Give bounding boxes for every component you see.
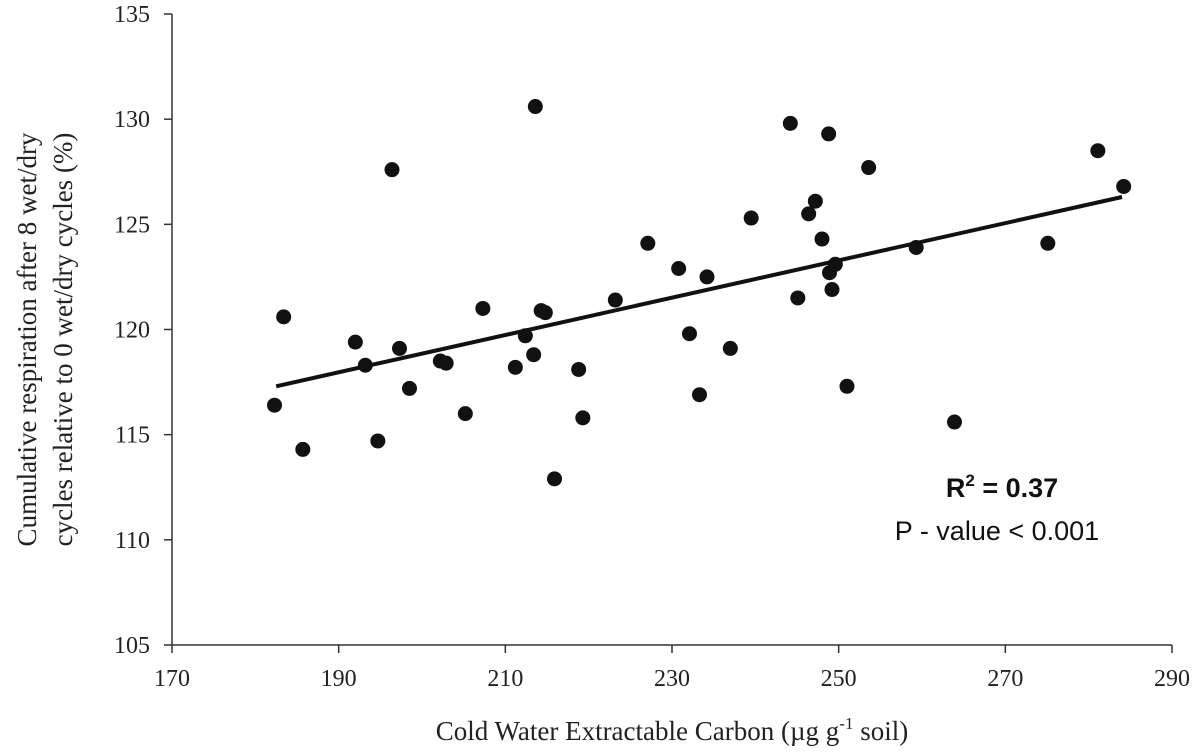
data-point [682, 326, 697, 342]
data-point [699, 269, 715, 285]
data-point [839, 378, 855, 394]
data-point [861, 160, 877, 176]
x-tick-label: 250 [821, 666, 857, 692]
data-point [507, 359, 523, 375]
y-tick-label: 135 [114, 2, 150, 28]
data-point [1090, 143, 1106, 159]
data-point [267, 397, 282, 413]
data-point [947, 414, 962, 430]
data-point [743, 210, 759, 226]
data-point [370, 433, 386, 449]
y-tick-label: 115 [115, 423, 150, 449]
data-point [782, 115, 798, 131]
trendline [275, 195, 1123, 389]
y-tick-label: 120 [114, 318, 150, 344]
x-tick-label: 290 [1154, 666, 1190, 692]
data-point [790, 290, 806, 306]
data-point [571, 361, 587, 377]
p-value-annotation: P - value < 0.001 [895, 516, 1099, 546]
y-tick-label: 130 [114, 107, 150, 133]
y-axis-title-line-2: cycles relative to 0 wet/dry cycles (%) [48, 133, 78, 547]
trendline-group [275, 195, 1123, 389]
data-point [908, 239, 924, 255]
x-axis-title-sup: -1 [839, 714, 853, 733]
r-squared-sup: 2 [965, 471, 974, 490]
x-tick-label: 170 [154, 666, 190, 692]
data-point [475, 300, 491, 316]
data-point [640, 235, 656, 251]
x-tick-label: 270 [987, 666, 1023, 692]
data-point [392, 340, 407, 356]
x-tick-label: 210 [487, 666, 523, 692]
data-point [801, 206, 817, 222]
data-point [517, 328, 533, 344]
data-points [267, 99, 1132, 487]
data-point [821, 126, 837, 142]
data-point [438, 355, 454, 371]
data-point [824, 282, 840, 298]
tick-labels: 105 110 115 120 125 130 135 170 190 210 230 250 270 2… [114, 2, 1190, 692]
y-axis-title-line-1: Cumulative respiration after 8 wet/dry [12, 132, 42, 546]
r-squared-value: = 0.37 [975, 473, 1058, 503]
data-point [807, 193, 823, 209]
data-point [295, 441, 311, 457]
y-tick-label: 105 [114, 633, 150, 659]
data-point [607, 292, 623, 308]
data-point [384, 162, 400, 178]
data-point [692, 387, 707, 403]
data-point [827, 256, 843, 272]
data-point [276, 309, 292, 325]
x-axis-title: Cold Water Extractable Carbon (µg g-1 so… [436, 714, 908, 746]
x-tick-label: 190 [321, 666, 357, 692]
data-point [1040, 235, 1056, 251]
x-axis-title-prefix: Cold Water Extractable Carbon (µg g [436, 716, 840, 746]
x-axis-title-suffix: soil) [853, 716, 908, 746]
data-point [526, 347, 542, 363]
r-squared-prefix: R [946, 473, 966, 503]
data-point [547, 471, 562, 487]
data-point [575, 410, 591, 426]
data-point [527, 99, 543, 115]
y-tick-label: 125 [114, 212, 150, 238]
r-squared-annotation: R2 = 0.37 [946, 471, 1058, 503]
data-point [671, 261, 687, 277]
x-tick-label: 230 [654, 666, 690, 692]
data-point [357, 357, 373, 373]
axes [164, 13, 1173, 653]
y-tick-label: 110 [115, 528, 150, 554]
data-point [722, 340, 738, 356]
data-point [814, 231, 830, 247]
data-point [537, 305, 553, 321]
data-point [457, 406, 473, 422]
data-point [402, 380, 417, 396]
data-point [1116, 178, 1132, 194]
data-point [347, 334, 363, 350]
